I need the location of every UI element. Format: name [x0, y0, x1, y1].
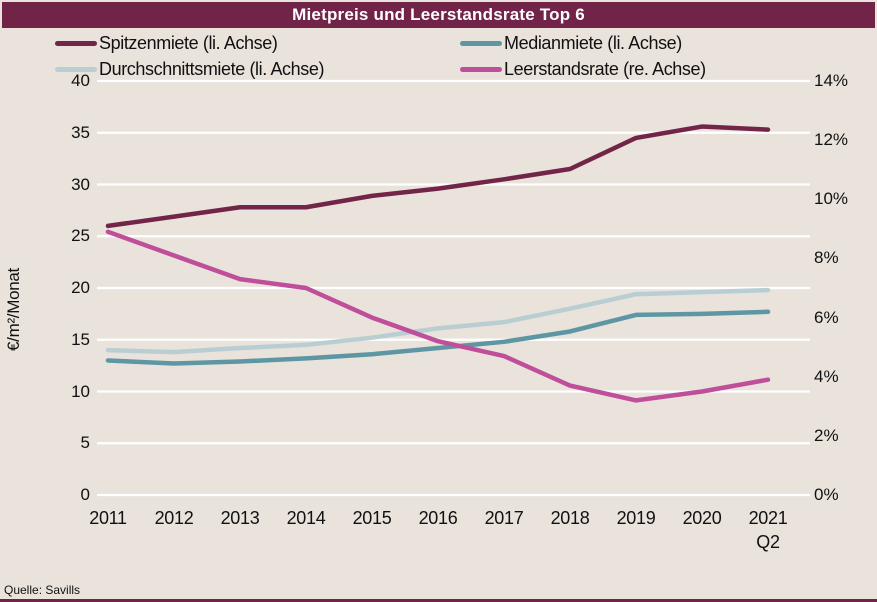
- legend-item-spitzenmiete: Spitzenmiete (li. Achse): [55, 31, 278, 55]
- right-axis-tick-label: 4%: [814, 366, 839, 386]
- x-axis-tick-label: 2020: [682, 508, 722, 528]
- series-line-spitzenmiete: [105, 124, 771, 229]
- series-line-durchschnittsmiete: [105, 287, 771, 355]
- left-axis-tick-label: 25: [71, 226, 90, 246]
- x-axis-tick-label: 2013: [220, 508, 260, 528]
- right-axis-tick-label: 0%: [814, 485, 839, 504]
- x-axis-tick-label: 2012: [154, 508, 194, 528]
- x-axis-tick-label: 2021 Q2: [748, 508, 788, 552]
- left-axis-tick-label: 35: [71, 122, 90, 142]
- left-axis-tick-label: 20: [71, 278, 90, 297]
- x-axis-tick-label: 2017: [484, 508, 524, 528]
- x-axis-tick-label: 2016: [418, 508, 458, 528]
- left-axis-tick-label: 10: [71, 381, 90, 401]
- left-axis-tick-label: 15: [71, 329, 90, 349]
- x-axis-tick-label: 2014: [286, 508, 326, 528]
- right-axis-tick-label: 12%: [814, 130, 849, 150]
- left-axis-tick-label: 40: [71, 71, 90, 90]
- legend-swatch-medianmiete: [460, 40, 502, 46]
- right-axis-tick-label: 8%: [814, 248, 839, 268]
- x-axis-tick-label: 2019: [616, 508, 656, 528]
- left-axis-tick-label: 5: [80, 433, 90, 453]
- right-axis-tick-label: 14%: [814, 71, 849, 90]
- y-axis-title: €/m²/Monat: [4, 268, 23, 352]
- left-axis-tick-label: 30: [71, 174, 90, 194]
- title-bar: Mietpreis und Leerstandsrate Top 6: [2, 2, 875, 28]
- legend-swatch-spitzenmiete: [55, 40, 97, 46]
- legend-label-leerstandsrate: Leerstandsrate (re. Achse): [504, 58, 706, 79]
- series-line-medianmiete: [105, 309, 771, 366]
- right-axis-tick-label: 10%: [814, 189, 849, 209]
- legend-label-spitzenmiete: Spitzenmiete (li. Achse): [99, 32, 278, 53]
- source-note: Quelle: Savills: [4, 583, 81, 597]
- bottom-rule: [0, 599, 877, 602]
- x-axis-tick-label: 2011: [89, 508, 127, 528]
- series-line-leerstandsrate: [105, 229, 771, 403]
- x-axis-tick-label: 2018: [550, 508, 590, 528]
- legend-item-leerstandsrate: Leerstandsrate (re. Achse): [460, 57, 706, 81]
- legend-item-medianmiete: Medianmiete (li. Achse): [460, 31, 682, 55]
- legend-label-medianmiete: Medianmiete (li. Achse): [504, 32, 682, 53]
- right-axis-tick-label: 6%: [814, 307, 839, 327]
- x-axis-tick-label: 2015: [352, 508, 392, 528]
- legend-swatch-leerstandsrate: [460, 66, 502, 72]
- chart-title: Mietpreis und Leerstandsrate Top 6: [292, 5, 585, 24]
- legend-swatch-durchschnittsmiete: [55, 66, 97, 72]
- legend-item-durchschnittsmiete: Durchschnittsmiete (li. Achse): [55, 57, 324, 81]
- left-axis-tick-label: 0: [80, 485, 90, 504]
- right-axis-tick-label: 2%: [814, 425, 839, 445]
- legend-label-durchschnittsmiete: Durchschnittsmiete (li. Achse): [99, 58, 325, 79]
